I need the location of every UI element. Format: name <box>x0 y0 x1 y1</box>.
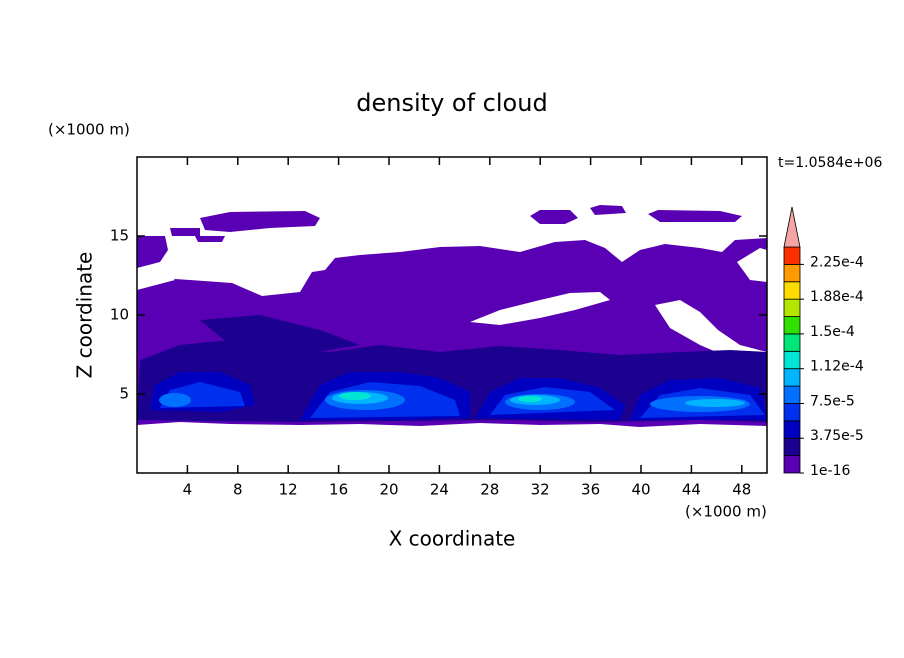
y-tick-label: 15 <box>110 227 129 245</box>
colorbar-label: 1.12e-4 <box>810 359 864 375</box>
colorbar-box <box>783 246 801 265</box>
x-tick-label: 40 <box>631 481 650 499</box>
colorbar-label: 7.5e-5 <box>810 393 855 409</box>
x-tick-label: 36 <box>581 481 600 499</box>
colorbar-label: 3.75e-5 <box>810 428 864 444</box>
x-tick-label: 8 <box>233 481 243 499</box>
colorbar-box <box>783 333 801 352</box>
contour-region <box>200 315 360 355</box>
colorbar-box <box>783 298 801 317</box>
colorbar-label: 1.88e-4 <box>810 289 864 305</box>
x-tick-label: 4 <box>183 481 193 499</box>
contour-region <box>137 236 168 268</box>
colorbar-box <box>783 368 801 387</box>
contour-region <box>159 393 191 407</box>
colorbar-box <box>783 437 801 457</box>
colorbar-box <box>783 403 801 422</box>
x-tick-label: 16 <box>329 481 348 499</box>
x-axis-label: X coordinate <box>389 527 516 551</box>
colorbar-box <box>783 263 801 283</box>
contour-region <box>590 205 626 215</box>
contour-region <box>648 210 742 222</box>
x-tick-label: 12 <box>279 481 298 499</box>
colorbar-box <box>783 420 801 439</box>
contour-gap <box>655 300 767 365</box>
contour-region <box>530 210 578 224</box>
colorbar-label: 2.25e-4 <box>810 254 864 270</box>
contour-region <box>200 211 320 232</box>
contour-region <box>195 236 225 242</box>
x-tick-label: 24 <box>430 481 449 499</box>
x-unit: (×1000 m) <box>685 503 767 521</box>
x-tick-label: 28 <box>480 481 499 499</box>
x-tick-label: 44 <box>682 481 701 499</box>
contour-gap <box>737 248 767 282</box>
contour-region <box>170 228 200 236</box>
colorbar-label: 1.5e-4 <box>810 324 855 340</box>
x-tick-label: 20 <box>379 481 398 499</box>
contour-gap <box>137 268 175 290</box>
x-tick-label: 32 <box>531 481 550 499</box>
contour-gap <box>470 292 610 325</box>
contour-region <box>685 399 745 407</box>
contour-field <box>137 205 767 427</box>
y-tick-label: 5 <box>119 385 129 403</box>
colorbar-box <box>783 455 801 474</box>
contour-region <box>518 396 542 402</box>
colorbar-box <box>783 281 801 300</box>
x-tick-label: 48 <box>732 481 751 499</box>
colorbar-over <box>783 206 801 248</box>
y-tick-label: 10 <box>110 306 129 324</box>
colorbar-box <box>783 350 801 370</box>
y-unit: (×1000 m) <box>48 121 130 139</box>
colorbar-box <box>783 385 801 404</box>
y-axis-label: Z coordinate <box>73 252 97 379</box>
colorbar-box <box>783 316 801 335</box>
colorbar-label: 1e-16 <box>810 463 850 479</box>
contour-region <box>339 392 371 400</box>
time-label: t=1.0584e+06 <box>778 155 882 171</box>
chart-title: density of cloud <box>356 89 547 117</box>
